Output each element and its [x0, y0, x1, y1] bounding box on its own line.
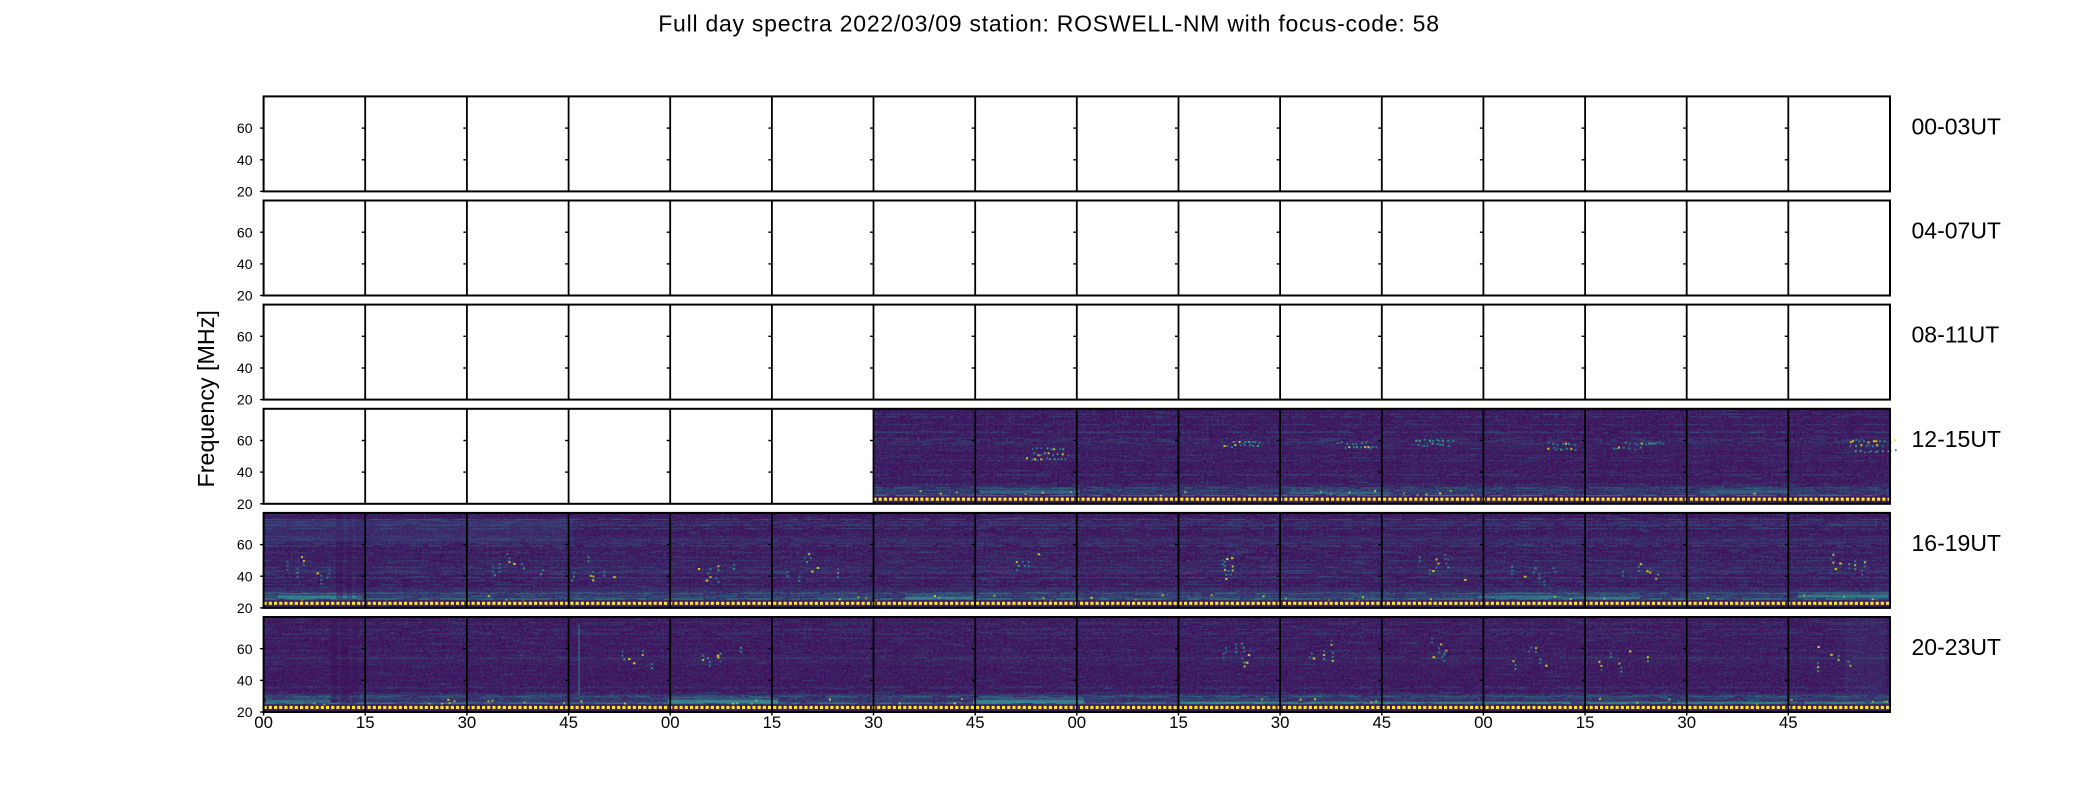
svg-text:60: 60 [237, 328, 253, 344]
svg-text:20: 20 [237, 600, 253, 616]
svg-text:40: 40 [237, 673, 253, 689]
svg-text:40: 40 [237, 256, 253, 272]
svg-text:00: 00 [1474, 713, 1493, 732]
svg-text:45: 45 [1372, 713, 1391, 732]
svg-text:15: 15 [763, 713, 782, 732]
svg-text:40: 40 [237, 152, 253, 168]
svg-text:20: 20 [237, 288, 253, 304]
svg-text:40: 40 [237, 464, 253, 480]
svg-text:00: 00 [1067, 713, 1086, 732]
svg-text:30: 30 [864, 713, 883, 732]
svg-text:12-15UT: 12-15UT [1912, 426, 2001, 452]
svg-text:15: 15 [1169, 713, 1188, 732]
svg-text:00: 00 [661, 713, 680, 732]
svg-text:40: 40 [237, 360, 253, 376]
svg-text:30: 30 [458, 713, 477, 732]
svg-text:40: 40 [237, 568, 253, 584]
svg-text:16-19UT: 16-19UT [1912, 530, 2001, 556]
svg-text:20: 20 [237, 496, 253, 512]
svg-text:60: 60 [237, 537, 253, 553]
svg-text:45: 45 [1779, 713, 1798, 732]
svg-text:60: 60 [237, 641, 253, 657]
svg-text:30: 30 [1271, 713, 1290, 732]
svg-text:20: 20 [237, 184, 253, 200]
svg-text:45: 45 [966, 713, 985, 732]
svg-text:20-23UT: 20-23UT [1912, 634, 2001, 660]
svg-text:60: 60 [237, 120, 253, 136]
svg-text:Full day spectra 2022/03/09 st: Full day spectra 2022/03/09 station: ROS… [658, 11, 1440, 37]
svg-text:20: 20 [237, 704, 253, 720]
svg-text:20: 20 [237, 392, 253, 408]
svg-text:45: 45 [559, 713, 578, 732]
svg-text:15: 15 [1576, 713, 1595, 732]
svg-text:Frequency [MHz]: Frequency [MHz] [193, 310, 219, 487]
svg-text:00: 00 [254, 713, 273, 732]
svg-text:30: 30 [1677, 713, 1696, 732]
svg-text:60: 60 [237, 224, 253, 240]
svg-text:08-11UT: 08-11UT [1912, 322, 2000, 348]
svg-text:60: 60 [237, 433, 253, 449]
svg-text:04-07UT: 04-07UT [1912, 218, 2001, 244]
svg-text:00-03UT: 00-03UT [1912, 113, 2001, 139]
svg-text:15: 15 [356, 713, 375, 732]
